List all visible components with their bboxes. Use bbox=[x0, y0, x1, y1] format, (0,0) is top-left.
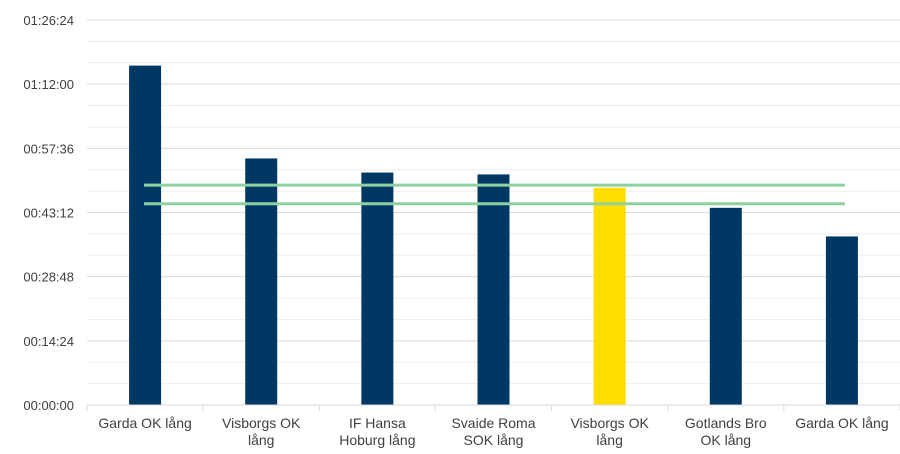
bar-1 bbox=[129, 65, 162, 406]
bar-7 bbox=[825, 236, 858, 405]
x-category-label: Garda OK lång bbox=[795, 415, 888, 431]
y-axis-tick-labels: 00:00:00 00:14:24 00:28:48 00:43:12 00:57:36… bbox=[23, 13, 74, 413]
x-category-label-line: Visborgs OK bbox=[570, 415, 649, 431]
x-category-label-line: IF Hansa bbox=[349, 415, 406, 431]
y-tick-label: 00:43:12 bbox=[23, 206, 74, 221]
bar-6 bbox=[709, 207, 742, 405]
y-tick-label: 00:00:00 bbox=[23, 398, 74, 413]
y-tick-label: 01:12:00 bbox=[23, 77, 74, 92]
bar-4 bbox=[477, 174, 510, 405]
x-category-label-line: Garda OK lång bbox=[795, 415, 888, 431]
x-category-label-line: OK lång bbox=[700, 432, 751, 448]
bar-2 bbox=[245, 158, 278, 405]
x-category-label-line: Gotlands Bro bbox=[685, 415, 767, 431]
y-tick-label: 00:14:24 bbox=[23, 334, 74, 349]
x-category-label-line: SOK lång bbox=[464, 432, 524, 448]
y-tick-label: 01:26:24 bbox=[23, 13, 74, 28]
x-category-label: Visborgs OK lång bbox=[222, 415, 301, 448]
bar-3 bbox=[361, 172, 394, 405]
x-category-label-line: Svaide Roma bbox=[451, 415, 535, 431]
x-category-label: Visborgs OK lång bbox=[570, 415, 649, 448]
bars bbox=[129, 65, 858, 406]
reference-lines bbox=[144, 183, 845, 206]
x-category-label-line: Garda OK lång bbox=[98, 415, 191, 431]
x-category-label-line: lång bbox=[248, 432, 274, 448]
x-category-label-line: Hoburg lång bbox=[339, 432, 415, 448]
x-category-label: Gotlands Bro OK lång bbox=[685, 415, 767, 448]
x-category-label-line: Visborgs OK bbox=[222, 415, 301, 431]
x-category-label: IF Hansa Hoburg lång bbox=[339, 415, 415, 448]
y-tick-label: 00:57:36 bbox=[23, 141, 74, 156]
y-tick-label: 00:28:48 bbox=[23, 270, 74, 285]
x-category-label: Garda OK lång bbox=[98, 415, 191, 431]
x-category-label: Svaide Roma SOK lång bbox=[451, 415, 535, 448]
bar-5 bbox=[593, 187, 626, 405]
x-category-label-line: lång bbox=[596, 432, 622, 448]
